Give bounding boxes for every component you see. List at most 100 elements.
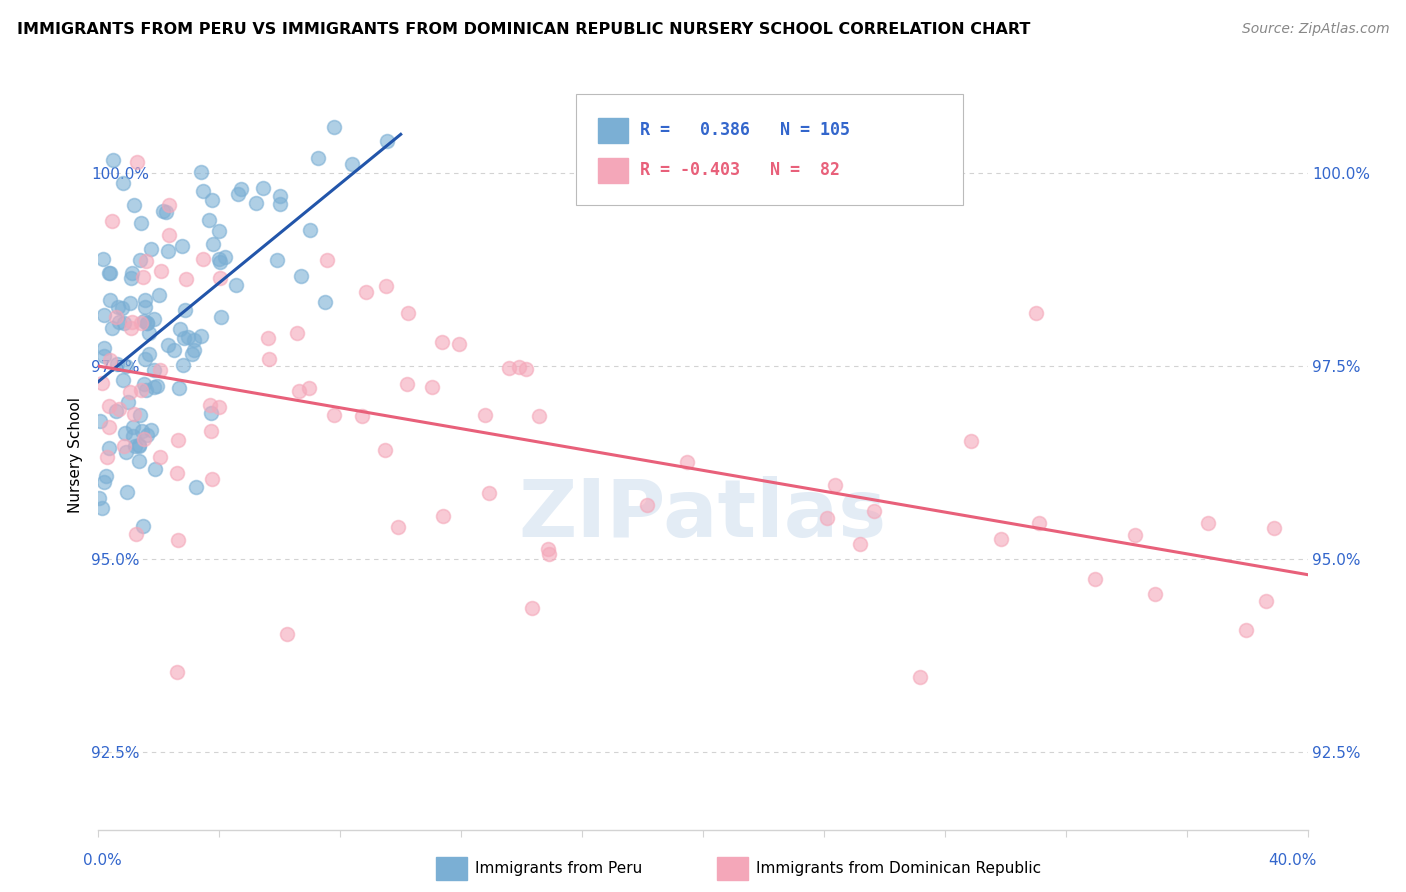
- Point: [387, 520, 409, 534]
- Point: [1143, 587, 1166, 601]
- Point: [396, 306, 419, 320]
- Point: [374, 279, 396, 293]
- Point: [94, 468, 117, 483]
- Text: Immigrants from Dominican Republic: Immigrants from Dominican Republic: [756, 862, 1042, 876]
- Point: [290, 269, 312, 284]
- Point: [432, 508, 454, 523]
- Point: [115, 359, 138, 373]
- Point: [122, 420, 145, 434]
- Point: [201, 472, 224, 486]
- Point: [134, 301, 156, 315]
- Point: [824, 478, 846, 492]
- Point: [225, 278, 247, 293]
- Text: ZIPatlas: ZIPatlas: [519, 475, 887, 554]
- Point: [174, 303, 197, 318]
- Point: [135, 254, 157, 268]
- Point: [125, 527, 148, 541]
- Point: [180, 347, 202, 361]
- Point: [191, 252, 214, 266]
- Point: [201, 194, 224, 208]
- Point: [449, 336, 471, 351]
- Point: [124, 439, 146, 453]
- Point: [138, 347, 160, 361]
- Point: [1123, 528, 1146, 542]
- Point: [128, 454, 150, 468]
- Point: [515, 361, 537, 376]
- Point: [139, 423, 162, 437]
- Point: [208, 400, 231, 414]
- Point: [115, 484, 138, 499]
- Point: [849, 537, 872, 551]
- Point: [129, 408, 152, 422]
- Point: [111, 373, 134, 387]
- Point: [288, 384, 311, 399]
- Point: [132, 314, 155, 328]
- Point: [173, 331, 195, 345]
- Point: [98, 442, 121, 456]
- Point: [314, 294, 336, 309]
- Point: [211, 310, 233, 324]
- Point: [226, 187, 249, 202]
- Point: [93, 349, 115, 363]
- Point: [96, 450, 118, 464]
- Text: Source: ZipAtlas.com: Source: ZipAtlas.com: [1241, 22, 1389, 37]
- Point: [148, 288, 170, 302]
- Point: [208, 252, 231, 266]
- Point: [201, 237, 224, 252]
- Point: [121, 315, 143, 329]
- Point: [143, 462, 166, 476]
- Point: [136, 316, 159, 330]
- Point: [167, 533, 190, 548]
- Point: [107, 300, 129, 314]
- Point: [155, 205, 177, 219]
- Point: [176, 272, 198, 286]
- Point: [149, 450, 172, 465]
- Point: [636, 498, 658, 512]
- Text: R = -0.403   N =  82: R = -0.403 N = 82: [640, 161, 839, 179]
- Point: [538, 547, 561, 561]
- Point: [132, 432, 155, 446]
- Point: [146, 378, 169, 392]
- Point: [118, 385, 141, 400]
- Point: [276, 627, 298, 641]
- Point: [136, 316, 159, 330]
- Point: [91, 252, 114, 266]
- Point: [252, 181, 274, 195]
- Point: [128, 253, 150, 268]
- Point: [1263, 521, 1285, 535]
- Point: [257, 331, 280, 345]
- Point: [166, 665, 188, 679]
- Point: [89, 414, 111, 428]
- Point: [135, 383, 157, 397]
- Point: [143, 311, 166, 326]
- Point: [101, 320, 124, 334]
- Point: [183, 343, 205, 358]
- Point: [350, 409, 373, 423]
- Point: [132, 269, 155, 284]
- Point: [120, 296, 142, 310]
- Point: [156, 244, 179, 259]
- Point: [1256, 594, 1278, 608]
- Point: [114, 425, 136, 440]
- Point: [122, 407, 145, 421]
- Point: [498, 361, 520, 376]
- Point: [87, 491, 110, 505]
- Point: [177, 330, 200, 344]
- Point: [121, 428, 143, 442]
- Point: [152, 203, 174, 218]
- Point: [374, 443, 396, 458]
- Point: [910, 670, 932, 684]
- Point: [98, 353, 121, 368]
- Text: 40.0%: 40.0%: [1268, 853, 1316, 868]
- Point: [117, 395, 139, 409]
- Point: [229, 182, 252, 196]
- Point: [430, 335, 453, 350]
- Point: [209, 271, 232, 285]
- Point: [169, 381, 191, 395]
- Point: [166, 467, 188, 481]
- Point: [285, 326, 308, 340]
- Text: Immigrants from Peru: Immigrants from Peru: [475, 862, 643, 876]
- Point: [98, 266, 121, 280]
- Point: [93, 308, 115, 322]
- Point: [125, 155, 148, 169]
